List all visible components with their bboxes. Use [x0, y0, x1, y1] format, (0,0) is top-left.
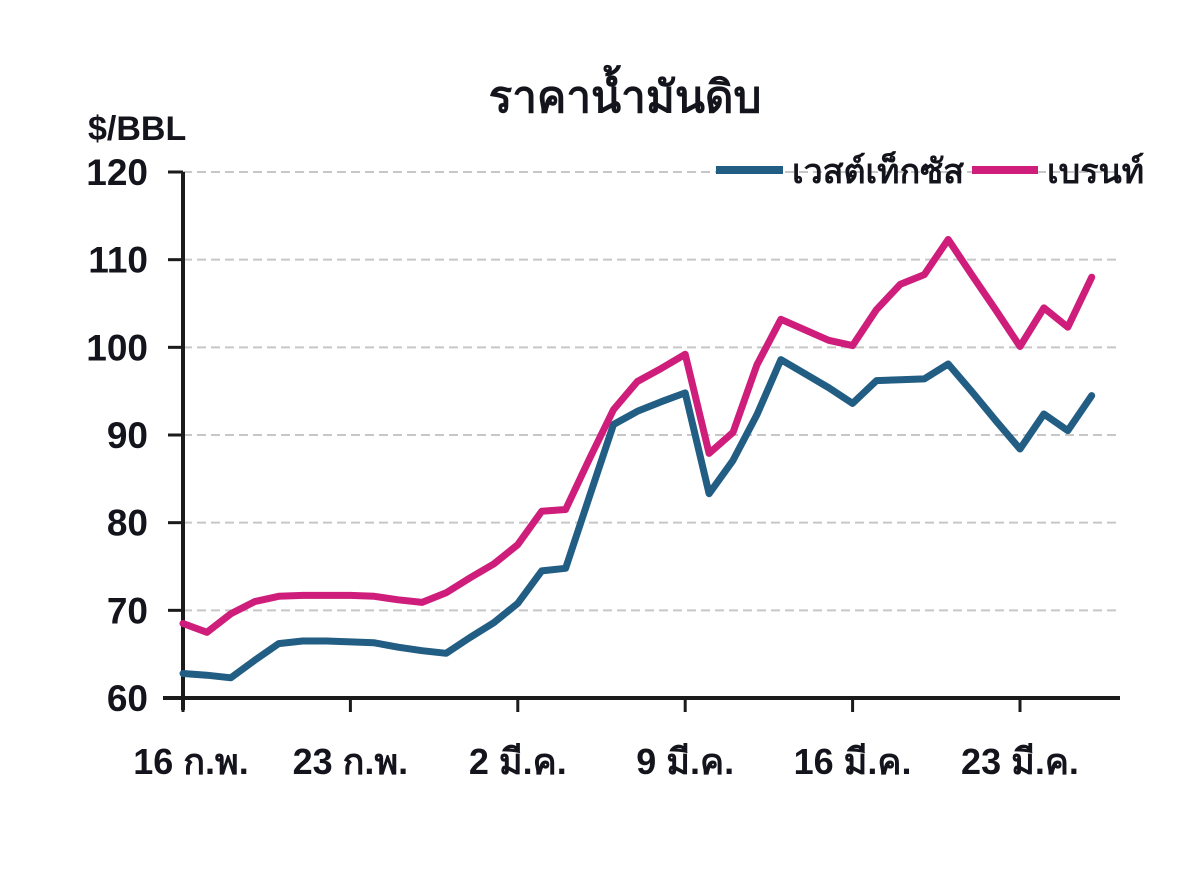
- y-tick-label-120: 120: [86, 152, 148, 193]
- x-axis-tick-labels: 16 ก.พ. 23 ก.พ. 2 มี.ค. 9 มี.ค. 16 มี.ค. 23 ม…: [133, 741, 1079, 782]
- x-tick-label-3: 9 มี.ค.: [636, 741, 734, 782]
- x-tick-label-1: 23 ก.พ.: [293, 741, 409, 782]
- axes: [163, 170, 1120, 712]
- x-tick-label-4: 16 มี.ค.: [794, 741, 912, 782]
- series-line-west_texas: [179, 356, 1096, 682]
- y-axis-tick-labels: 60 70 80 90 100 110 120: [86, 152, 148, 719]
- y-tick-label-100: 100: [86, 327, 148, 368]
- y-tick-label-110: 110: [88, 240, 148, 281]
- series-line-brent: [179, 236, 1096, 636]
- chart-title: ราคาน้ำมันดิบ: [489, 64, 762, 122]
- y-axis-unit-label: $/BBL: [88, 110, 186, 148]
- y-tick-label-70: 70: [107, 590, 148, 631]
- legend-label-west-texas: เวสต์เท็กซัส: [792, 150, 964, 191]
- legend-label-brent: เบรนท์: [1047, 152, 1144, 191]
- y-tick-label-60: 60: [107, 678, 148, 719]
- y-tick-label-80: 80: [107, 503, 148, 544]
- gridlines: [183, 171, 1120, 612]
- x-tick-label-0: 16 ก.พ.: [133, 741, 249, 782]
- y-tick-label-90: 90: [107, 415, 148, 456]
- x-tick-label-5: 23 มี.ค.: [961, 741, 1079, 782]
- data-series: [179, 236, 1096, 682]
- x-tick-label-2: 2 มี.ค.: [469, 741, 567, 782]
- legend: เวสต์เท็กซัส เบรนท์: [716, 150, 1144, 191]
